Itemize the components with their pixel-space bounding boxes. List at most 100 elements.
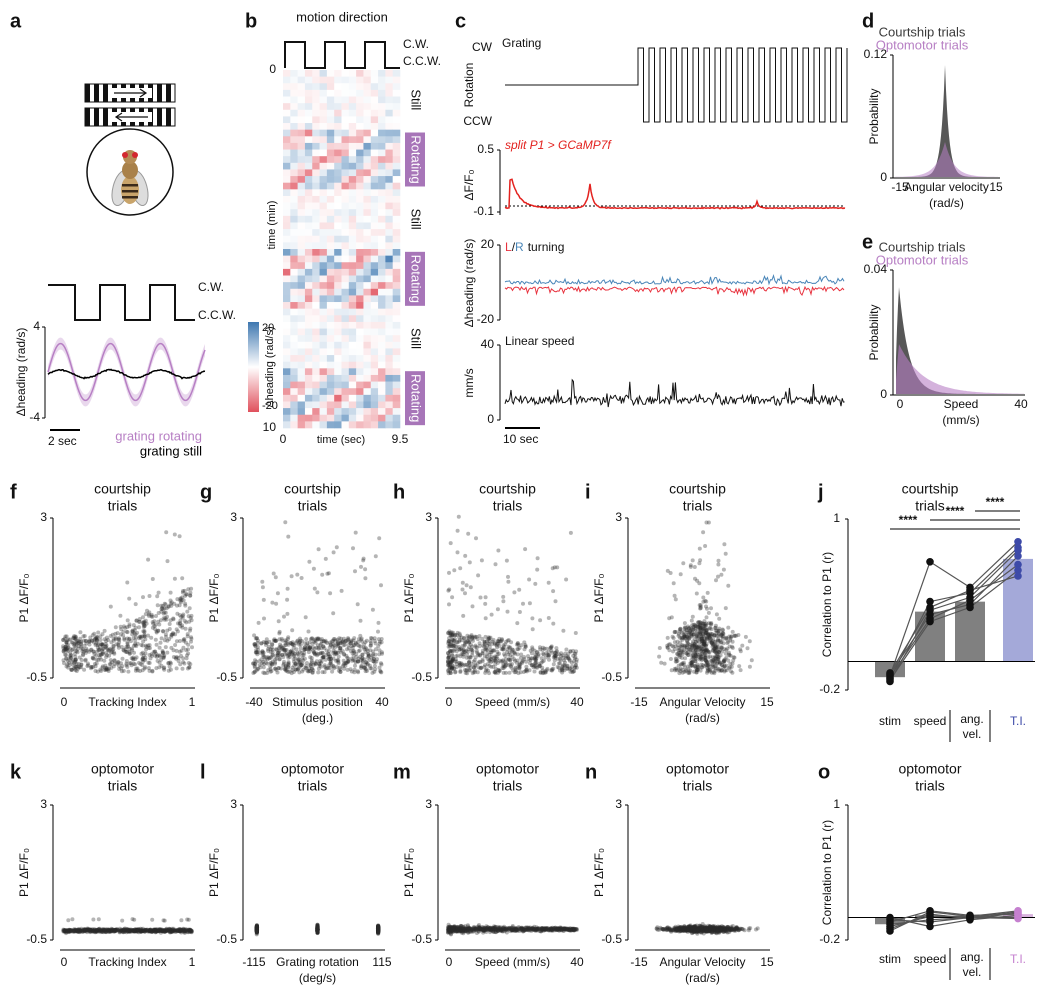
scatter-point: [70, 647, 75, 652]
heatmap-cell: [385, 182, 393, 190]
heatmap-cell: [297, 96, 306, 104]
heatmap-cell: [348, 288, 357, 296]
heatmap-cell: [326, 156, 335, 164]
scatter-point: [277, 653, 282, 658]
scatter-point: [311, 662, 316, 667]
scatter-point: [701, 629, 706, 634]
heatmap-cell: [348, 374, 357, 382]
scatter-point: [186, 642, 191, 647]
scatter-point: [283, 643, 288, 647]
scatter-point: [312, 650, 317, 655]
scatter-point: [267, 656, 271, 661]
scatter-point: [267, 639, 272, 644]
scatter-point: [73, 657, 78, 662]
scatter-point: [310, 666, 315, 671]
scatter-point: [450, 665, 455, 670]
scatter-point: [352, 670, 357, 675]
scatter-point: [362, 642, 367, 647]
scatter-point: [355, 669, 360, 674]
heatmap-cell: [283, 142, 291, 150]
scatter-point: [133, 635, 138, 640]
scatter-point: [478, 653, 482, 658]
scatter-point: [70, 917, 75, 922]
scatter-point: [266, 655, 271, 660]
scatter-point: [693, 653, 698, 658]
heatmap-cell: [392, 249, 401, 256]
scatter-point: [168, 661, 173, 666]
scatter-point: [535, 567, 540, 572]
scatter-point: [551, 662, 556, 667]
heatmap-cell: [304, 123, 313, 130]
heatmap-cell: [341, 262, 350, 270]
scatter-point: [471, 659, 476, 664]
heatmap-cell: [385, 195, 393, 203]
scatter-point: [568, 669, 573, 674]
scatter-point: [285, 597, 290, 602]
y-tick-label: 0.5: [477, 142, 494, 156]
scatter-point: [135, 666, 140, 671]
heatmap-cell: [304, 76, 313, 84]
scatter-point: [277, 648, 282, 653]
heatmap-cell: [312, 381, 320, 389]
heatmap-cell: [341, 355, 350, 362]
scatter-point: [125, 630, 130, 635]
scatter-point: [178, 597, 183, 602]
heatmap-cell: [334, 215, 342, 223]
scatter-point: [713, 623, 718, 628]
scatter-point: [121, 648, 126, 653]
scatter-point: [717, 616, 722, 621]
scatter-point: [85, 661, 90, 666]
scatter-point: [273, 666, 278, 671]
scatter-point: [450, 595, 455, 600]
scatter-point: [348, 641, 353, 646]
scatter-point: [130, 629, 135, 634]
scatter-point: [64, 656, 69, 661]
scatter-point: [700, 644, 705, 649]
scatter-point: [108, 646, 113, 651]
heatmap-cell: [348, 262, 357, 270]
scatter-point: [146, 646, 151, 650]
heatmap-cell: [297, 229, 306, 237]
scatter-point: [128, 651, 133, 656]
heatmap-cell: [385, 394, 393, 402]
scatter-point: [100, 650, 105, 655]
scatter-point: [310, 670, 315, 675]
scatter-point: [479, 558, 484, 563]
epoch-box: [405, 132, 425, 187]
scatter-point: [331, 650, 336, 655]
heatmap-cell: [370, 302, 379, 309]
heatmap-cell: [297, 162, 306, 170]
scatter-point: [118, 613, 123, 618]
scatter-point: [127, 637, 131, 642]
scatter-point: [281, 646, 285, 650]
scatter-point: [188, 593, 193, 598]
heatmap-cell: [283, 103, 291, 111]
scatter-point: [289, 642, 294, 646]
heatmap-cell: [378, 83, 386, 91]
scatter-point: [137, 634, 142, 639]
scatter-point: [85, 664, 90, 669]
heatmap-cell: [319, 235, 328, 243]
scatter-point: [360, 656, 365, 661]
panel-label: g: [200, 481, 212, 503]
scatter-point: [157, 645, 162, 650]
heatmap-cell: [334, 242, 342, 250]
scatter-point: [340, 664, 345, 669]
heatmap-cell: [312, 355, 320, 362]
chart-title: optomotor: [91, 761, 154, 777]
heatmap-cell: [363, 76, 372, 84]
scatter-point: [292, 653, 297, 658]
scatter-point: [678, 572, 683, 577]
heatmap-cell: [304, 156, 313, 164]
scatter-point: [298, 664, 303, 669]
heatmap-cell: [348, 255, 357, 263]
scatter-point: [285, 661, 290, 666]
heatmap-cell: [378, 195, 386, 203]
heatmap-cell: [392, 288, 401, 296]
scatter-point: [708, 621, 713, 626]
heatmap-cell: [385, 156, 393, 164]
scatter-point: [67, 660, 72, 665]
scatter-point: [289, 574, 294, 579]
scatter-point: [270, 642, 275, 647]
x-tick-label: 1: [189, 955, 196, 969]
